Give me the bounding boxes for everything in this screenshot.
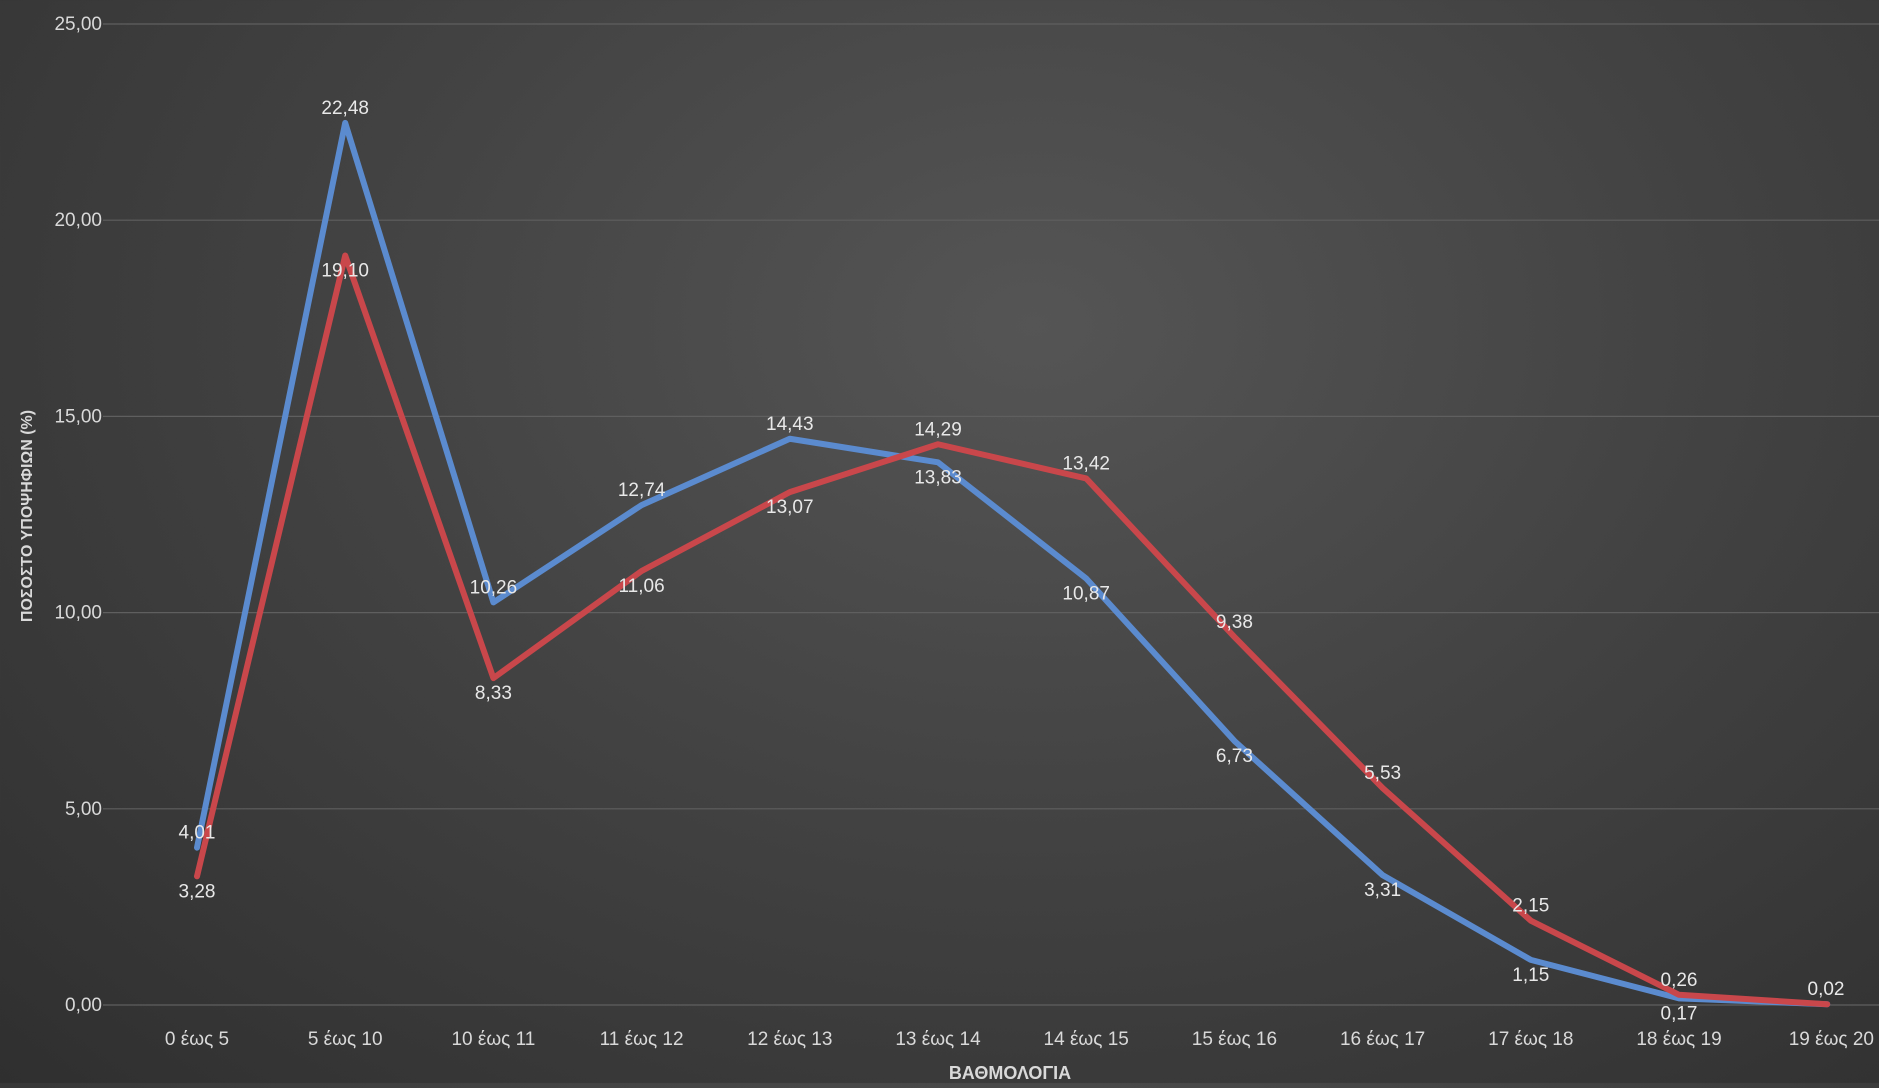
data-label: 10,26 bbox=[470, 577, 518, 598]
data-label: 13,42 bbox=[1062, 453, 1110, 474]
y-tick-label: 10,00 bbox=[54, 603, 102, 624]
data-label: 6,73 bbox=[1216, 746, 1253, 767]
data-label: 1,15 bbox=[1512, 965, 1549, 986]
x-tick-label: 15 έως 16 bbox=[1192, 1029, 1277, 1050]
x-tick-label: 19 έως 20 bbox=[1789, 1029, 1874, 1050]
data-label: 0,02 bbox=[1808, 979, 1845, 1000]
data-label: 3,28 bbox=[179, 881, 216, 902]
x-tick-label: 0 έως 5 bbox=[165, 1029, 229, 1050]
series-lines bbox=[194, 119, 1831, 1008]
x-axis-title: ΒΑΘΜΟΛΟΓΙΑ bbox=[949, 1063, 1071, 1083]
data-label: 8,33 bbox=[475, 683, 512, 704]
data-label: 14,43 bbox=[766, 414, 814, 435]
data-label: 9,38 bbox=[1216, 612, 1253, 633]
x-tick-label: 10 έως 11 bbox=[451, 1029, 535, 1050]
data-label: 3,31 bbox=[1364, 880, 1401, 901]
x-tick-label: 18 έως 19 bbox=[1636, 1029, 1721, 1050]
gridlines bbox=[103, 23, 1879, 1006]
x-tick-label: 5 έως 10 bbox=[308, 1029, 383, 1050]
y-tick-label: 20,00 bbox=[54, 210, 102, 231]
data-label: 2,15 bbox=[1512, 896, 1549, 917]
data-label: 10,87 bbox=[1062, 583, 1110, 604]
x-tick-label: 11 έως 12 bbox=[600, 1029, 684, 1050]
x-tick-label: 16 έως 17 bbox=[1340, 1029, 1425, 1050]
y-tick-label: 25,00 bbox=[54, 14, 102, 35]
series-line-2 bbox=[194, 252, 1831, 1008]
data-label: 12,74 bbox=[618, 480, 666, 501]
data-label: 0,26 bbox=[1661, 970, 1698, 991]
y-tick-label: 5,00 bbox=[65, 799, 102, 820]
data-label: 19,10 bbox=[321, 261, 369, 282]
y-tick-label: 15,00 bbox=[54, 406, 102, 427]
y-axis-ticks: 0,00 5,00 10,00 15,00 20,00 25,00 bbox=[54, 14, 102, 1016]
x-tick-label: 17 έως 18 bbox=[1488, 1029, 1573, 1050]
y-tick-label: 0,00 bbox=[65, 995, 102, 1016]
data-label: 0,17 bbox=[1661, 1003, 1698, 1024]
data-label: 14,29 bbox=[914, 419, 962, 440]
x-axis-ticks: 0 έως 5 5 έως 10 10 έως 11 11 έως 12 12 έως … bbox=[165, 1029, 1874, 1050]
y-axis-title: ΠΟΣΟΣΤΟ ΥΠΟΨΗΦΙΩΝ (%) bbox=[19, 410, 36, 622]
data-label: 5,53 bbox=[1364, 763, 1401, 784]
data-label: 22,48 bbox=[321, 98, 369, 119]
x-tick-label: 12 έως 13 bbox=[747, 1029, 832, 1050]
data-label: 11,06 bbox=[619, 576, 665, 597]
data-labels: 4,01 22,48 10,26 12,74 14,43 13,83 10,87 6,73 3,… bbox=[179, 98, 1845, 1024]
x-tick-label: 13 έως 14 bbox=[895, 1029, 981, 1050]
data-label: 4,01 bbox=[179, 823, 216, 844]
series-line-1 bbox=[194, 119, 1831, 1008]
data-label: 13,07 bbox=[766, 497, 814, 518]
data-label: 13,83 bbox=[914, 467, 962, 488]
x-tick-label: 14 έως 15 bbox=[1044, 1029, 1129, 1050]
